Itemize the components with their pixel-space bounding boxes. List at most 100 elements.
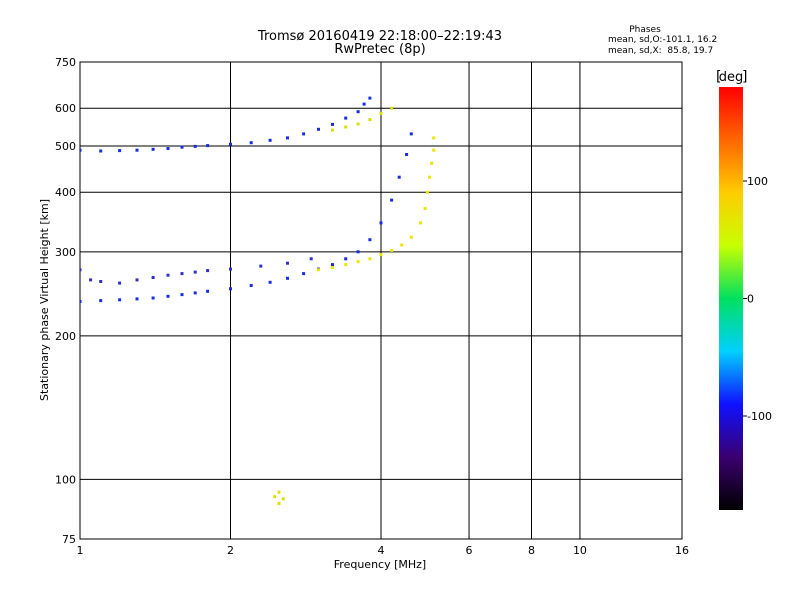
data-point <box>390 248 394 252</box>
data-point <box>432 136 436 140</box>
data-point <box>135 148 139 152</box>
data-point <box>400 243 404 247</box>
data-point <box>229 287 232 291</box>
data-point <box>344 257 348 261</box>
data-point <box>180 272 184 276</box>
data-point <box>193 144 197 148</box>
data-point <box>344 263 348 267</box>
data-point <box>193 270 197 274</box>
data-point <box>331 266 334 270</box>
x-axis-ticks: 1 2 4 6 8 10 16 <box>77 544 690 557</box>
x-tick-label: 2 <box>227 544 234 557</box>
x-tick-label: 1 <box>77 544 84 557</box>
y-axis-label: Stationary phase Virtual Height [km] <box>38 199 51 401</box>
y-tick-label: 750 <box>55 56 76 69</box>
data-point <box>368 257 372 261</box>
y-axis-ticks: 75 100 200 300 400 500 600 750 <box>55 56 76 546</box>
gridlines <box>80 62 682 539</box>
y-tick-label: 400 <box>55 186 76 199</box>
data-point <box>368 238 372 242</box>
data-point <box>229 267 232 271</box>
data-point <box>286 276 289 280</box>
data-point <box>273 495 277 499</box>
data-point <box>268 138 272 142</box>
data-point <box>249 284 253 287</box>
data-point <box>206 289 210 293</box>
data-point <box>409 132 413 136</box>
data-point <box>379 221 383 225</box>
data-point <box>423 206 427 210</box>
data-point <box>277 502 281 505</box>
phases-heading: Phases <box>629 25 661 35</box>
data-point <box>166 147 170 150</box>
data-point <box>317 268 320 272</box>
data-point <box>99 299 103 303</box>
x-tick-label: 10 <box>573 544 587 557</box>
y-tick-label: 75 <box>62 533 76 546</box>
data-point <box>302 272 306 276</box>
data-point <box>268 280 272 284</box>
data-point <box>281 497 285 501</box>
data-point <box>379 253 383 257</box>
data-point <box>344 125 348 129</box>
data-point <box>151 147 155 151</box>
data-point <box>229 142 232 146</box>
data-point <box>180 293 184 297</box>
data-point <box>344 116 348 120</box>
data-point <box>180 145 184 149</box>
chart-subtitle: RwPretec (8p) <box>334 42 425 57</box>
data-point <box>118 281 122 285</box>
data-point <box>362 102 366 106</box>
y-tick-label: 300 <box>55 246 76 259</box>
colorbar-ticks: 100 0 -100 <box>743 175 772 423</box>
x-tick-label: 8 <box>528 544 535 557</box>
data-point <box>135 297 139 301</box>
data-point <box>356 122 360 126</box>
data-point <box>151 296 155 300</box>
data-point <box>368 96 372 100</box>
y-tick-label: 500 <box>55 140 76 153</box>
colorbar-tick-label: 100 <box>747 175 768 188</box>
colorbar-tick-label: -100 <box>747 410 772 423</box>
data-point <box>405 153 409 156</box>
data-point <box>206 144 210 148</box>
data-point <box>390 106 394 110</box>
colorbar <box>719 87 743 510</box>
data-point <box>331 263 334 267</box>
data-point <box>309 257 313 261</box>
data-point <box>430 161 434 165</box>
data-point <box>193 291 197 295</box>
data-point <box>356 110 360 114</box>
data-point <box>206 269 210 273</box>
colorbar-label-bracket-left: [ <box>716 69 721 85</box>
data-point <box>99 280 103 283</box>
data-point <box>118 298 122 302</box>
phases-o-stats: mean, sd,O:-101.1, 16.2 <box>608 35 717 45</box>
data-point <box>419 221 423 225</box>
x-axis-label: Frequency [MHz] <box>334 558 426 571</box>
data-point <box>428 175 431 179</box>
y-tick-label: 100 <box>55 473 76 486</box>
data-point <box>277 490 281 494</box>
data-point <box>99 149 103 153</box>
data-point <box>331 122 334 126</box>
x-tick-label: 16 <box>675 544 689 557</box>
data-point <box>249 141 253 145</box>
data-point <box>425 190 429 194</box>
data-point <box>89 278 93 282</box>
data-points <box>80 96 436 505</box>
data-point <box>331 128 334 132</box>
data-point <box>390 198 394 202</box>
data-point <box>80 300 82 303</box>
data-point <box>118 149 122 153</box>
data-point <box>317 127 320 131</box>
data-point <box>259 264 263 268</box>
data-point <box>409 235 413 239</box>
y-tick-label: 200 <box>55 330 76 343</box>
data-point <box>151 276 155 279</box>
data-point <box>286 136 289 140</box>
phases-x-stats: mean, sd,X: 85.8, 19.7 <box>608 46 713 56</box>
chart-title: Tromsø 20160419 22:18:00–22:19:43 <box>257 29 502 44</box>
data-point <box>80 148 82 152</box>
